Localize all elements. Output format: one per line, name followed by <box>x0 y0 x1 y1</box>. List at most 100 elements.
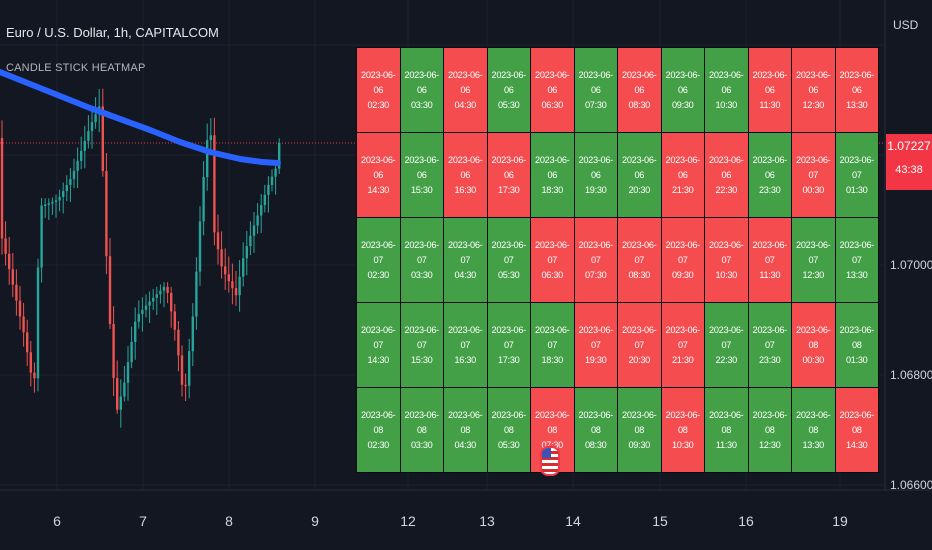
candle-bearish <box>4 238 7 254</box>
price-tick: 1.07000 <box>890 258 932 272</box>
heatmap-cell-date: 2023-06-06 <box>839 69 875 95</box>
candle-bullish <box>94 114 97 123</box>
heatmap-cell: 2023-06-06 04:30 <box>444 48 487 132</box>
heatmap-cell-time: 09:30 <box>672 269 694 280</box>
heatmap-cell-time: 03:30 <box>411 99 433 110</box>
heatmap-cell: 2023-06-06 02:30 <box>357 48 400 132</box>
heatmap-cell-time: 13:30 <box>846 99 868 110</box>
candle-bearish <box>0 138 4 239</box>
heatmap-cell-date: 2023-06-07 <box>578 239 614 265</box>
candle-bullish <box>148 301 151 306</box>
heatmap-cell: 2023-06-08 11:30 <box>705 388 748 472</box>
heatmap-cell: 2023-06-07 19:30 <box>574 303 617 387</box>
heatmap-cell-date: 2023-06-08 <box>361 409 396 435</box>
time-tick: 7 <box>139 513 147 529</box>
candle-bearish <box>15 284 18 301</box>
last-price-value: 1.07227 <box>887 139 931 153</box>
candle-bearish <box>105 170 108 257</box>
heatmap-cell: 2023-06-07 21:30 <box>661 303 704 387</box>
heatmap-cell-time: 10:30 <box>715 99 738 110</box>
heatmap-cell: 2023-06-07 16:30 <box>444 303 487 387</box>
heatmap-cell-date: 2023-06-06 <box>578 154 614 180</box>
heatmap-cell-date: 2023-06-08 <box>796 324 831 350</box>
heatmap-cell: 2023-06-07 22:30 <box>705 303 748 387</box>
candle-bullish <box>54 200 58 202</box>
candlestick-series <box>0 88 281 428</box>
heatmap-cell: 2023-06-07 10:30 <box>705 218 748 302</box>
candle-bearish <box>18 300 22 317</box>
heatmap-cell: 2023-06-07 14:30 <box>357 303 400 387</box>
heatmap-cell-date: 2023-06-06 <box>535 69 570 95</box>
candle-bearish <box>33 372 36 379</box>
heatmap-cell-time: 05:30 <box>498 439 520 450</box>
heatmap-cell: 2023-06-06 18:30 <box>531 133 574 217</box>
heatmap-cell-time: 12:30 <box>802 269 825 280</box>
heatmap-cell-time: 00:30 <box>802 354 825 365</box>
heatmap-cell-time: 17:30 <box>498 354 520 365</box>
heatmap-cell-date: 2023-06-06 <box>622 154 657 180</box>
heatmap-cell-time: 12:30 <box>802 99 825 110</box>
heatmap-cell: 2023-06-06 12:30 <box>792 48 835 132</box>
heatmap-cell: 2023-06-06 21:30 <box>661 133 704 217</box>
moving-average-line <box>0 69 281 166</box>
heatmap-cell-time: 08:30 <box>585 439 607 450</box>
heatmap-cell-time: 22:30 <box>715 354 738 365</box>
heatmap-cell-date: 2023-06-06 <box>752 154 788 180</box>
heatmap-cell-date: 2023-06-06 <box>665 154 701 180</box>
candle-bullish <box>274 168 277 177</box>
candle-bullish <box>209 135 212 141</box>
heatmap-cell: 2023-06-06 16:30 <box>444 133 487 217</box>
candle-bearish <box>227 274 230 282</box>
heatmap-cell: 2023-06-06 06:30 <box>531 48 574 132</box>
price-axis-currency[interactable]: USD <box>893 18 919 32</box>
time-tick: 13 <box>479 513 495 529</box>
time-tick: 16 <box>738 513 754 529</box>
heatmap-cell: 2023-06-07 18:30 <box>531 303 574 387</box>
heatmap-cell: 2023-06-06 08:30 <box>618 48 661 132</box>
heatmap-cell-time: 03:30 <box>411 439 433 450</box>
heatmap-cell-time: 05:30 <box>498 269 520 280</box>
candle-bullish <box>198 221 202 272</box>
us-economic-event-flag-icon[interactable] <box>540 446 560 476</box>
candle-bearish <box>166 286 169 293</box>
candle-bullish <box>83 140 86 151</box>
heatmap-cell-date: 2023-06-08 <box>752 409 788 435</box>
heatmap-cell-date: 2023-06-08 <box>839 324 875 350</box>
chart-symbol-title[interactable]: Euro / U.S. Dollar, 1h, CAPITALCOM <box>6 25 219 40</box>
candle-bullish <box>123 382 126 397</box>
heatmap-cell-time: 10:30 <box>672 439 694 450</box>
heatmap-cell-time: 00:30 <box>802 184 825 195</box>
indicator-name-label[interactable]: CANDLE STICK HEATMAP <box>6 62 146 74</box>
heatmap-cell-date: 2023-06-07 <box>535 324 570 350</box>
candle-heatmap-table: 2023-06-06 02:30 2023-06-06 03:30 2023-06-06… <box>356 47 879 473</box>
candle-bullish <box>69 179 72 186</box>
heatmap-cell-date: 2023-06-07 <box>839 154 875 180</box>
heatmap-cell-time: 18:30 <box>541 354 564 365</box>
heatmap-cell-date: 2023-06-08 <box>535 409 570 435</box>
heatmap-cell-date: 2023-06-07 <box>709 239 744 265</box>
heatmap-cell-time: 22:30 <box>715 184 738 195</box>
heatmap-cell-time: 03:30 <box>411 269 433 280</box>
heatmap-cell-date: 2023-06-07 <box>535 239 570 265</box>
heatmap-cell: 2023-06-06 09:30 <box>661 48 704 132</box>
heatmap-cell: 2023-06-08 08:30 <box>574 388 617 472</box>
time-tick: 19 <box>832 513 848 529</box>
heatmap-cell: 2023-06-08 14:30 <box>835 388 878 472</box>
heatmap-cell-time: 23:30 <box>759 184 781 195</box>
candle-bullish <box>206 140 209 178</box>
heatmap-cell: 2023-06-06 11:30 <box>748 48 791 132</box>
candle-bullish <box>202 177 205 222</box>
heatmap-cell-time: 09:30 <box>672 99 694 110</box>
candle-bearish <box>224 266 227 275</box>
time-tick: 14 <box>565 513 581 529</box>
heatmap-cell-time: 10:30 <box>715 269 738 280</box>
heatmap-cell-date: 2023-06-07 <box>491 239 527 265</box>
heatmap-cell-time: 05:30 <box>498 99 520 110</box>
heatmap-cell-time: 23:30 <box>759 354 781 365</box>
heatmap-cell-time: 21:30 <box>672 184 694 195</box>
heatmap-cell-date: 2023-06-07 <box>361 239 396 265</box>
heatmap-cell-time: 11:30 <box>715 439 737 450</box>
heatmap-cell-date: 2023-06-06 <box>491 69 527 95</box>
heatmap-cell-date: 2023-06-06 <box>404 69 440 95</box>
heatmap-cell-time: 02:30 <box>367 439 390 450</box>
